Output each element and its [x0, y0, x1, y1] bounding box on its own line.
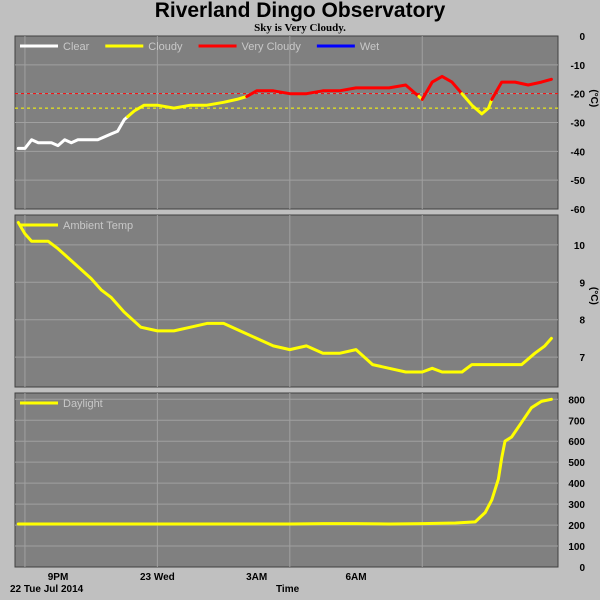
daylight-y-tick-label: 400	[568, 479, 585, 490]
ambient-y-tick-label: 7	[579, 353, 585, 364]
ambient-legend-label: Ambient Temp	[63, 220, 133, 232]
ambient-unit-label: (°C)	[588, 287, 599, 305]
sky-y-tick-label: 0	[579, 32, 585, 43]
x-tick-label: 23 Wed	[140, 572, 175, 583]
sky-series-line	[420, 74, 464, 101]
sky-legend-label: Cloudy	[148, 41, 183, 53]
sky-unit-label: (°C)	[588, 89, 599, 107]
sky-legend-label: Very Cloudy	[242, 41, 302, 53]
ambient-y-tick-label: 8	[579, 316, 585, 327]
sky-legend-label: Clear	[63, 41, 90, 53]
ambient-y-tick-label: 9	[579, 278, 585, 289]
daylight-y-tick-label: 700	[568, 416, 585, 427]
daylight-y-tick-label: 500	[568, 458, 585, 469]
date-label: 22 Tue Jul 2014	[10, 584, 84, 595]
sky-y-tick-label: -20	[571, 90, 586, 101]
sky-series-line	[126, 95, 249, 119]
sky-y-tick-label: -50	[571, 176, 586, 187]
sky-y-tick-label: -10	[571, 61, 586, 72]
daylight-legend-label: Daylight	[63, 398, 103, 410]
ambient-y-tick-label: 10	[574, 241, 586, 252]
x-axis-title: Time	[276, 584, 300, 595]
sky-legend-label: Wet	[360, 41, 379, 53]
sky-series-line	[490, 77, 553, 101]
x-tick-label: 6AM	[345, 572, 366, 583]
sky-status-subtitle: Sky is Very Cloudy.	[254, 22, 346, 34]
sky-y-tick-label: -40	[571, 147, 586, 158]
daylight-y-tick-label: 100	[568, 542, 585, 553]
ambient-plot-area	[14, 214, 559, 388]
sky-y-tick-label: -60	[571, 205, 586, 216]
daylight-y-tick-label: 0	[579, 563, 585, 574]
sky-series-line	[245, 83, 421, 98]
daylight-y-tick-label: 200	[568, 521, 585, 532]
sky-y-tick-label: -30	[571, 119, 586, 130]
daylight-y-tick-label: 600	[568, 437, 585, 448]
daylight-series-line	[16, 397, 553, 526]
x-tick-label: 3AM	[246, 572, 267, 583]
daylight-y-tick-label: 800	[568, 395, 585, 406]
x-tick-label: 9PM	[48, 572, 69, 583]
ambient-series-line	[16, 221, 553, 374]
daylight-plot-area	[14, 392, 559, 568]
page-title: Riverland Dingo Observatory	[154, 0, 446, 22]
sky-series-line	[460, 92, 494, 116]
sky-series-line	[16, 115, 130, 150]
daylight-y-tick-label: 300	[568, 500, 585, 511]
